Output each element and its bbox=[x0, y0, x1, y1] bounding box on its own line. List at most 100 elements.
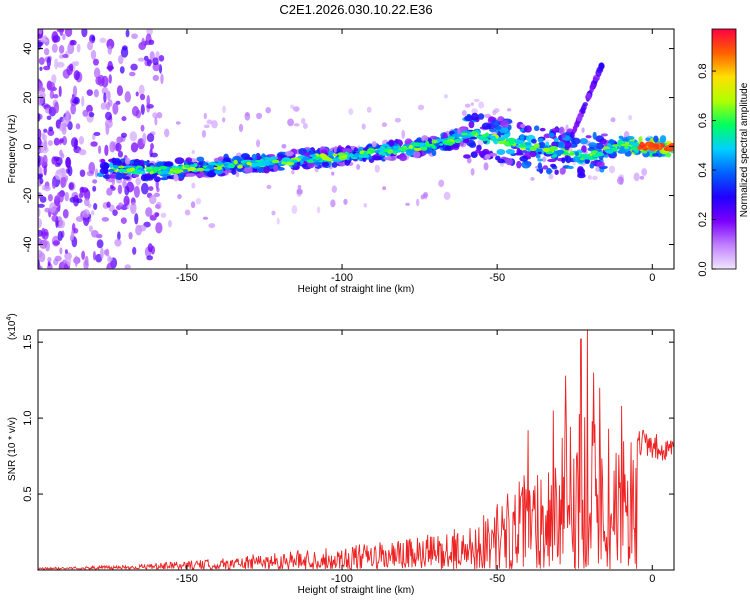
heatmap-cell bbox=[115, 142, 122, 152]
heatmap-cell bbox=[443, 191, 451, 200]
x-tick-label: 0 bbox=[649, 573, 655, 585]
heatmap-cell bbox=[143, 55, 149, 61]
heatmap-cell bbox=[154, 204, 161, 209]
heatmap-cell bbox=[417, 104, 425, 111]
heatmap-cell bbox=[42, 154, 48, 166]
heatmap-cell bbox=[153, 192, 161, 198]
heatmap-cell bbox=[312, 159, 321, 162]
heatmap-cell bbox=[608, 165, 616, 174]
colorbar-frame bbox=[711, 28, 737, 270]
y-tick-label: -40 bbox=[22, 237, 34, 253]
heatmap-cell bbox=[69, 39, 75, 46]
heatmap-cell bbox=[86, 104, 93, 114]
heatmap-cell bbox=[60, 177, 65, 189]
heatmap-cell bbox=[529, 150, 537, 158]
heatmap-cell bbox=[53, 137, 60, 146]
heatmap-cell bbox=[63, 169, 67, 178]
y-tick-label: 40 bbox=[22, 42, 34, 54]
heatmap-cell bbox=[337, 152, 346, 157]
heatmap-cell bbox=[178, 169, 185, 173]
heatmap-cell bbox=[462, 137, 470, 144]
heatmap-cell bbox=[94, 168, 99, 178]
heatmap-cell bbox=[38, 217, 43, 229]
heatmap-cell bbox=[101, 216, 110, 222]
snr-x-ticks: -150 -100 -50 0 bbox=[176, 330, 655, 585]
heatmap-cell bbox=[131, 106, 140, 117]
heatmap-cell bbox=[100, 247, 104, 260]
spectrogram-y-label: Frequency (Hz) bbox=[7, 115, 18, 184]
heatmap-cell bbox=[581, 145, 587, 153]
heatmap-cell bbox=[100, 158, 106, 163]
heatmap-cell bbox=[401, 129, 406, 139]
heatmap-cell bbox=[579, 137, 588, 145]
heatmap-cell bbox=[598, 62, 605, 70]
heatmap-cell bbox=[38, 136, 42, 148]
heatmap-cell bbox=[129, 131, 138, 142]
heatmap-cell bbox=[120, 217, 127, 225]
heatmap-cell bbox=[287, 118, 294, 127]
heatmap-cell bbox=[496, 148, 506, 156]
heatmap-cell bbox=[55, 156, 63, 166]
heatmap-cell bbox=[101, 86, 109, 95]
heatmap-cell bbox=[466, 157, 472, 164]
heatmap-cell bbox=[281, 143, 287, 149]
heatmap-cell bbox=[81, 29, 88, 38]
heatmap-cell bbox=[103, 249, 108, 256]
heatmap-cell bbox=[630, 146, 638, 151]
heatmap-cell bbox=[420, 146, 428, 151]
heatmap-cell bbox=[290, 160, 299, 163]
heatmap-cell bbox=[62, 116, 70, 126]
heatmap-cell bbox=[123, 195, 130, 206]
x-tick-label: -100 bbox=[331, 573, 353, 585]
y-tick-label: 20 bbox=[22, 91, 34, 103]
heatmap-cell bbox=[497, 136, 505, 141]
heatmap-cell bbox=[43, 185, 51, 192]
heatmap-cell bbox=[394, 117, 401, 123]
heatmap-cell bbox=[659, 135, 667, 143]
heatmap-cell bbox=[107, 90, 111, 101]
heatmap-cell bbox=[154, 212, 160, 218]
heatmap-cell bbox=[48, 126, 54, 132]
heatmap-cell bbox=[88, 225, 93, 233]
heatmap-cell bbox=[43, 128, 48, 133]
heatmap-cell bbox=[51, 214, 59, 222]
heatmap-cell bbox=[202, 216, 209, 220]
heatmap-cell bbox=[624, 146, 629, 149]
heatmap-cell bbox=[117, 184, 123, 195]
x-tick-label: -100 bbox=[331, 272, 353, 284]
heatmap-cell bbox=[57, 230, 63, 242]
heatmap-cell bbox=[439, 143, 444, 146]
heatmap-cell bbox=[589, 162, 595, 169]
heatmap-cell bbox=[585, 135, 592, 139]
heatmap-cell bbox=[374, 150, 381, 153]
heatmap-cell bbox=[638, 136, 643, 143]
heatmap-cell bbox=[269, 157, 275, 161]
heatmap-cell bbox=[276, 167, 285, 171]
heatmap-cell bbox=[381, 122, 388, 128]
heatmap-cell bbox=[104, 118, 113, 129]
heatmap-cell bbox=[382, 186, 387, 191]
colorbar-gradient bbox=[712, 29, 736, 269]
heatmap-cell bbox=[83, 259, 89, 269]
heatmap-cell bbox=[276, 217, 280, 225]
heatmap-cell bbox=[191, 182, 196, 189]
heatmap-cell bbox=[65, 156, 72, 169]
heatmap-cell bbox=[581, 127, 585, 133]
snr-y-multiplier: (x104) bbox=[6, 313, 18, 340]
heatmap-cell bbox=[39, 66, 43, 71]
heatmap-cell bbox=[124, 176, 130, 180]
heatmap-cell bbox=[170, 167, 179, 171]
colorbar-ticks: 0.0 0.2 0.4 0.6 0.8 bbox=[697, 63, 716, 277]
heatmap-cell bbox=[392, 145, 399, 151]
heatmap-cell bbox=[58, 85, 62, 98]
heatmap-cell bbox=[455, 138, 464, 142]
heatmap-cell bbox=[464, 115, 474, 122]
heatmap-cell bbox=[51, 178, 56, 189]
heatmap-cell bbox=[653, 135, 659, 143]
heatmap-cell bbox=[238, 123, 244, 133]
heatmap-cell bbox=[363, 203, 367, 208]
snr-series-line bbox=[38, 330, 674, 570]
heatmap-cell bbox=[183, 164, 190, 168]
heatmap-cell bbox=[264, 156, 270, 162]
